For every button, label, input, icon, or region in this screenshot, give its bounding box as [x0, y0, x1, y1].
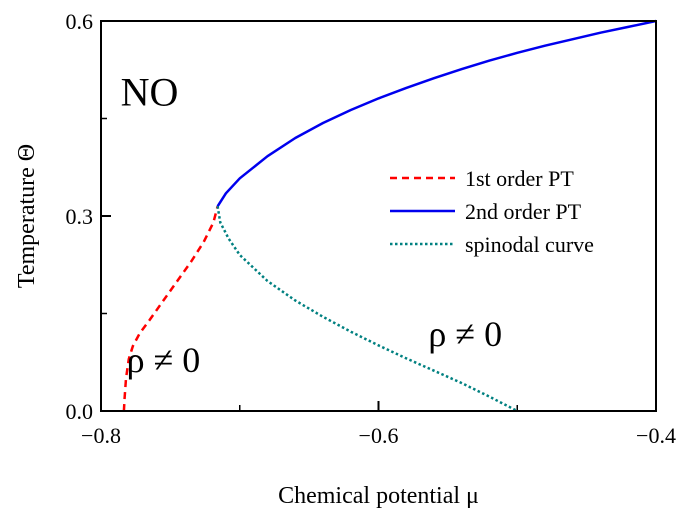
axis-ticks: −0.8 −0.6 −0.4 0.0 0.3 0.6 — [66, 9, 676, 448]
legend-label-2: spinodal curve — [465, 232, 594, 257]
y-axis-label: Temperature Θ — [14, 144, 40, 288]
plot-content: NO ρ ≠ 0 ρ ≠ 0 — [121, 19, 657, 413]
legend-label-1: 2nd order PT — [465, 199, 582, 224]
x-tick-label: −0.4 — [636, 423, 676, 448]
y-tick-label: 0.6 — [66, 9, 94, 34]
legend-label-0: 1st order PT — [465, 166, 574, 191]
series-line-2 — [216, 206, 518, 413]
x-axis-label: Chemical potential μ — [278, 483, 479, 509]
region-annotation-2: ρ ≠ 0 — [428, 314, 502, 354]
region-annotation-1: ρ ≠ 0 — [127, 340, 201, 380]
region-annotation-0: NO — [121, 70, 179, 115]
legend: 1st order PT 2nd order PT spinodal curve — [390, 166, 594, 257]
x-tick-label: −0.6 — [359, 423, 399, 448]
y-tick-label: 0.3 — [66, 204, 94, 229]
x-tick-label: −0.8 — [81, 423, 121, 448]
series-line-0 — [122, 205, 219, 412]
series-line-1 — [216, 19, 657, 207]
y-tick-label: 0.0 — [66, 399, 94, 424]
